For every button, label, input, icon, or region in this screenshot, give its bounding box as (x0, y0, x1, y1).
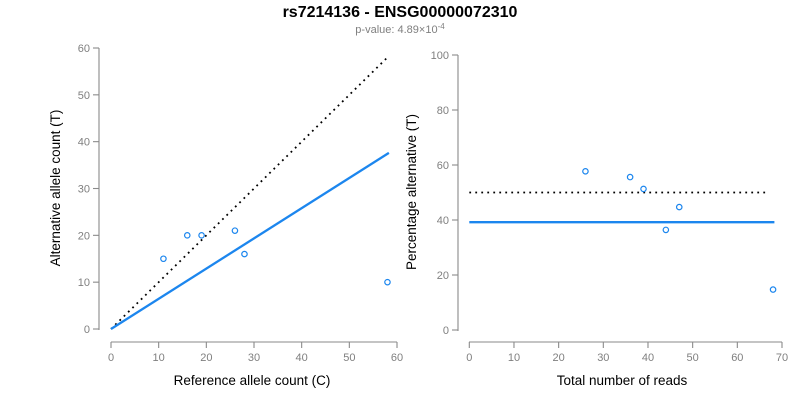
x-tick-label: 10 (508, 352, 520, 364)
x-tick-label: 50 (687, 352, 699, 364)
figure-title: rs7214136 - ENSG00000072310 (282, 4, 518, 21)
allele-count-scatter: 0 10 20 30 40 50 60 0 10 20 30 40 50 60 Reference alle… (48, 43, 403, 388)
y-tick-label: 0 (84, 324, 90, 336)
y-tick-label: 60 (437, 160, 449, 172)
x-tick-label: 40 (642, 352, 654, 364)
data-point (582, 168, 589, 175)
x-tick-label: 50 (343, 352, 355, 364)
x-tick-label: 0 (108, 352, 114, 364)
data-point (769, 286, 777, 293)
data-point (183, 232, 191, 239)
pvalue-text: p-value: 4.89×10 (355, 24, 438, 36)
y-tick-label: 40 (437, 215, 449, 227)
percentage-scatter: 0 20 40 60 80 100 0 10 20 30 40 50 60 70 Total number … (404, 50, 788, 388)
y-tick-label: 40 (78, 137, 90, 149)
x-tick-label: 30 (597, 352, 609, 364)
data-point (640, 185, 647, 193)
figure-subtitle: p-value: 4.89×10-4 (0, 22, 800, 36)
y-tick-label: 100 (431, 50, 449, 62)
y-tick-label: 30 (78, 184, 90, 196)
x-axis-label: Total number of reads (557, 373, 688, 388)
y-tick-label: 60 (78, 43, 90, 55)
fitted-allele-ratio-line (110, 151, 390, 330)
x-tick-label: 0 (466, 352, 472, 364)
y-tick-label: 0 (443, 325, 449, 337)
x-tick-label: 40 (296, 352, 308, 364)
x-axis: 0 10 20 30 40 50 60 70 (466, 341, 788, 364)
x-tick-label: 20 (553, 352, 565, 364)
pvalue-exponent: -4 (437, 22, 445, 31)
y-tick-label: 10 (78, 277, 90, 289)
x-tick-label: 60 (391, 352, 403, 364)
x-axis-label: Reference allele count (C) (174, 373, 331, 388)
data-point (160, 255, 167, 263)
data-point (662, 226, 670, 234)
data-point (626, 173, 634, 181)
data-point (384, 278, 391, 286)
data-point (231, 227, 239, 234)
y-axis: 0 20 40 60 80 100 (431, 50, 459, 337)
data-points (160, 227, 391, 286)
y-tick-label: 20 (437, 270, 449, 282)
expected-1to1-line (110, 55, 390, 330)
x-tick-label: 30 (248, 352, 260, 364)
y-tick-label: 20 (78, 230, 90, 242)
y-axis-label: Alternative allele count (T) (48, 110, 63, 267)
x-tick-label: 20 (200, 352, 212, 364)
x-tick-label: 10 (153, 352, 165, 364)
data-point (241, 250, 248, 258)
data-points (582, 168, 777, 293)
y-axis: 0 10 20 30 40 50 60 (78, 43, 100, 336)
data-point (675, 203, 683, 211)
data-point (198, 232, 205, 239)
x-tick-label: 60 (731, 352, 743, 364)
x-axis: 0 10 20 30 40 50 60 (108, 341, 403, 364)
y-axis-label: Percentage alternative (T) (404, 114, 419, 270)
y-tick-label: 80 (437, 105, 449, 117)
y-tick-label: 50 (78, 90, 90, 102)
x-tick-label: 70 (776, 352, 788, 364)
